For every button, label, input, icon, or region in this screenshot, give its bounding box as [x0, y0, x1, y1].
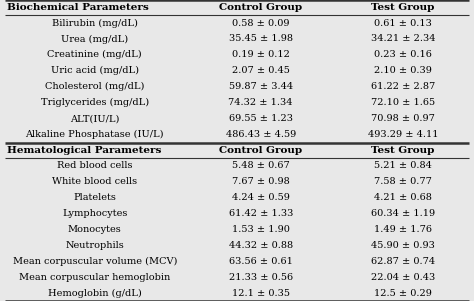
Text: Alkaline Phosphatase (IU/L): Alkaline Phosphatase (IU/L) — [26, 130, 164, 139]
Text: Monocytes: Monocytes — [68, 225, 122, 234]
Text: 70.98 ± 0.97: 70.98 ± 0.97 — [371, 114, 435, 123]
Text: 44.32 ± 0.88: 44.32 ± 0.88 — [228, 241, 293, 250]
Text: 61.42 ± 1.33: 61.42 ± 1.33 — [228, 209, 293, 218]
Text: Red blood cells: Red blood cells — [57, 161, 133, 170]
Text: Bilirubin (mg/dL): Bilirubin (mg/dL) — [52, 18, 138, 28]
Text: 12.1 ± 0.35: 12.1 ± 0.35 — [232, 289, 290, 297]
Text: 4.24 ± 0.59: 4.24 ± 0.59 — [232, 193, 290, 202]
Text: 2.10 ± 0.39: 2.10 ± 0.39 — [374, 66, 432, 75]
Text: Neutrophils: Neutrophils — [65, 241, 124, 250]
Text: 60.34 ± 1.19: 60.34 ± 1.19 — [371, 209, 435, 218]
Text: 5.21 ± 0.84: 5.21 ± 0.84 — [374, 161, 432, 170]
Text: Mean corpuscular hemoglobin: Mean corpuscular hemoglobin — [19, 273, 171, 282]
Text: 0.23 ± 0.16: 0.23 ± 0.16 — [374, 50, 432, 59]
Text: 1.49 ± 1.76: 1.49 ± 1.76 — [374, 225, 432, 234]
Text: Creatinine (mg/dL): Creatinine (mg/dL) — [47, 50, 142, 60]
Text: Biochemical Parameters: Biochemical Parameters — [7, 3, 149, 12]
Text: Platelets: Platelets — [73, 193, 116, 202]
Text: 12.5 ± 0.29: 12.5 ± 0.29 — [374, 289, 432, 297]
Text: 7.58 ± 0.77: 7.58 ± 0.77 — [374, 177, 432, 186]
Text: 2.07 ± 0.45: 2.07 ± 0.45 — [232, 66, 290, 75]
Text: Lymphocytes: Lymphocytes — [62, 209, 128, 218]
Text: 59.87 ± 3.44: 59.87 ± 3.44 — [228, 82, 293, 91]
Text: 69.55 ± 1.23: 69.55 ± 1.23 — [228, 114, 293, 123]
Text: ALT(IU/L): ALT(IU/L) — [70, 114, 119, 123]
Text: 63.56 ± 0.61: 63.56 ± 0.61 — [229, 257, 292, 266]
Text: Triglycerides (mg/dL): Triglycerides (mg/dL) — [41, 98, 149, 107]
Text: 5.48 ± 0.67: 5.48 ± 0.67 — [232, 161, 290, 170]
Text: 0.19 ± 0.12: 0.19 ± 0.12 — [232, 50, 290, 59]
Text: Mean corpuscular volume (MCV): Mean corpuscular volume (MCV) — [13, 256, 177, 266]
Text: Hematological Parameters: Hematological Parameters — [7, 146, 162, 154]
Text: Hemoglobin (g/dL): Hemoglobin (g/dL) — [48, 288, 142, 298]
Text: 72.10 ± 1.65: 72.10 ± 1.65 — [371, 98, 435, 107]
Text: 74.32 ± 1.34: 74.32 ± 1.34 — [228, 98, 293, 107]
Text: Control Group: Control Group — [219, 146, 302, 154]
Text: Cholesterol (mg/dL): Cholesterol (mg/dL) — [45, 82, 145, 91]
Text: White blood cells: White blood cells — [52, 177, 137, 186]
Text: Control Group: Control Group — [219, 3, 302, 12]
Text: 22.04 ± 0.43: 22.04 ± 0.43 — [371, 273, 435, 282]
Text: 0.61 ± 0.13: 0.61 ± 0.13 — [374, 19, 432, 27]
Text: Test Group: Test Group — [371, 3, 435, 12]
Text: 486.43 ± 4.59: 486.43 ± 4.59 — [226, 130, 296, 139]
Text: 61.22 ± 2.87: 61.22 ± 2.87 — [371, 82, 435, 91]
Text: 62.87 ± 0.74: 62.87 ± 0.74 — [371, 257, 435, 266]
Text: 21.33 ± 0.56: 21.33 ± 0.56 — [228, 273, 293, 282]
Text: Test Group: Test Group — [371, 146, 435, 154]
Text: 45.90 ± 0.93: 45.90 ± 0.93 — [371, 241, 435, 250]
Text: 34.21 ± 2.34: 34.21 ± 2.34 — [371, 34, 435, 43]
Text: Uric acid (mg/dL): Uric acid (mg/dL) — [51, 66, 139, 75]
Text: 35.45 ± 1.98: 35.45 ± 1.98 — [228, 34, 293, 43]
Text: 4.21 ± 0.68: 4.21 ± 0.68 — [374, 193, 432, 202]
Text: 493.29 ± 4.11: 493.29 ± 4.11 — [368, 130, 438, 139]
Text: 1.53 ± 1.90: 1.53 ± 1.90 — [232, 225, 290, 234]
Text: 7.67 ± 0.98: 7.67 ± 0.98 — [232, 177, 290, 186]
Text: Urea (mg/dL): Urea (mg/dL) — [61, 34, 128, 44]
Text: 0.58 ± 0.09: 0.58 ± 0.09 — [232, 19, 290, 27]
